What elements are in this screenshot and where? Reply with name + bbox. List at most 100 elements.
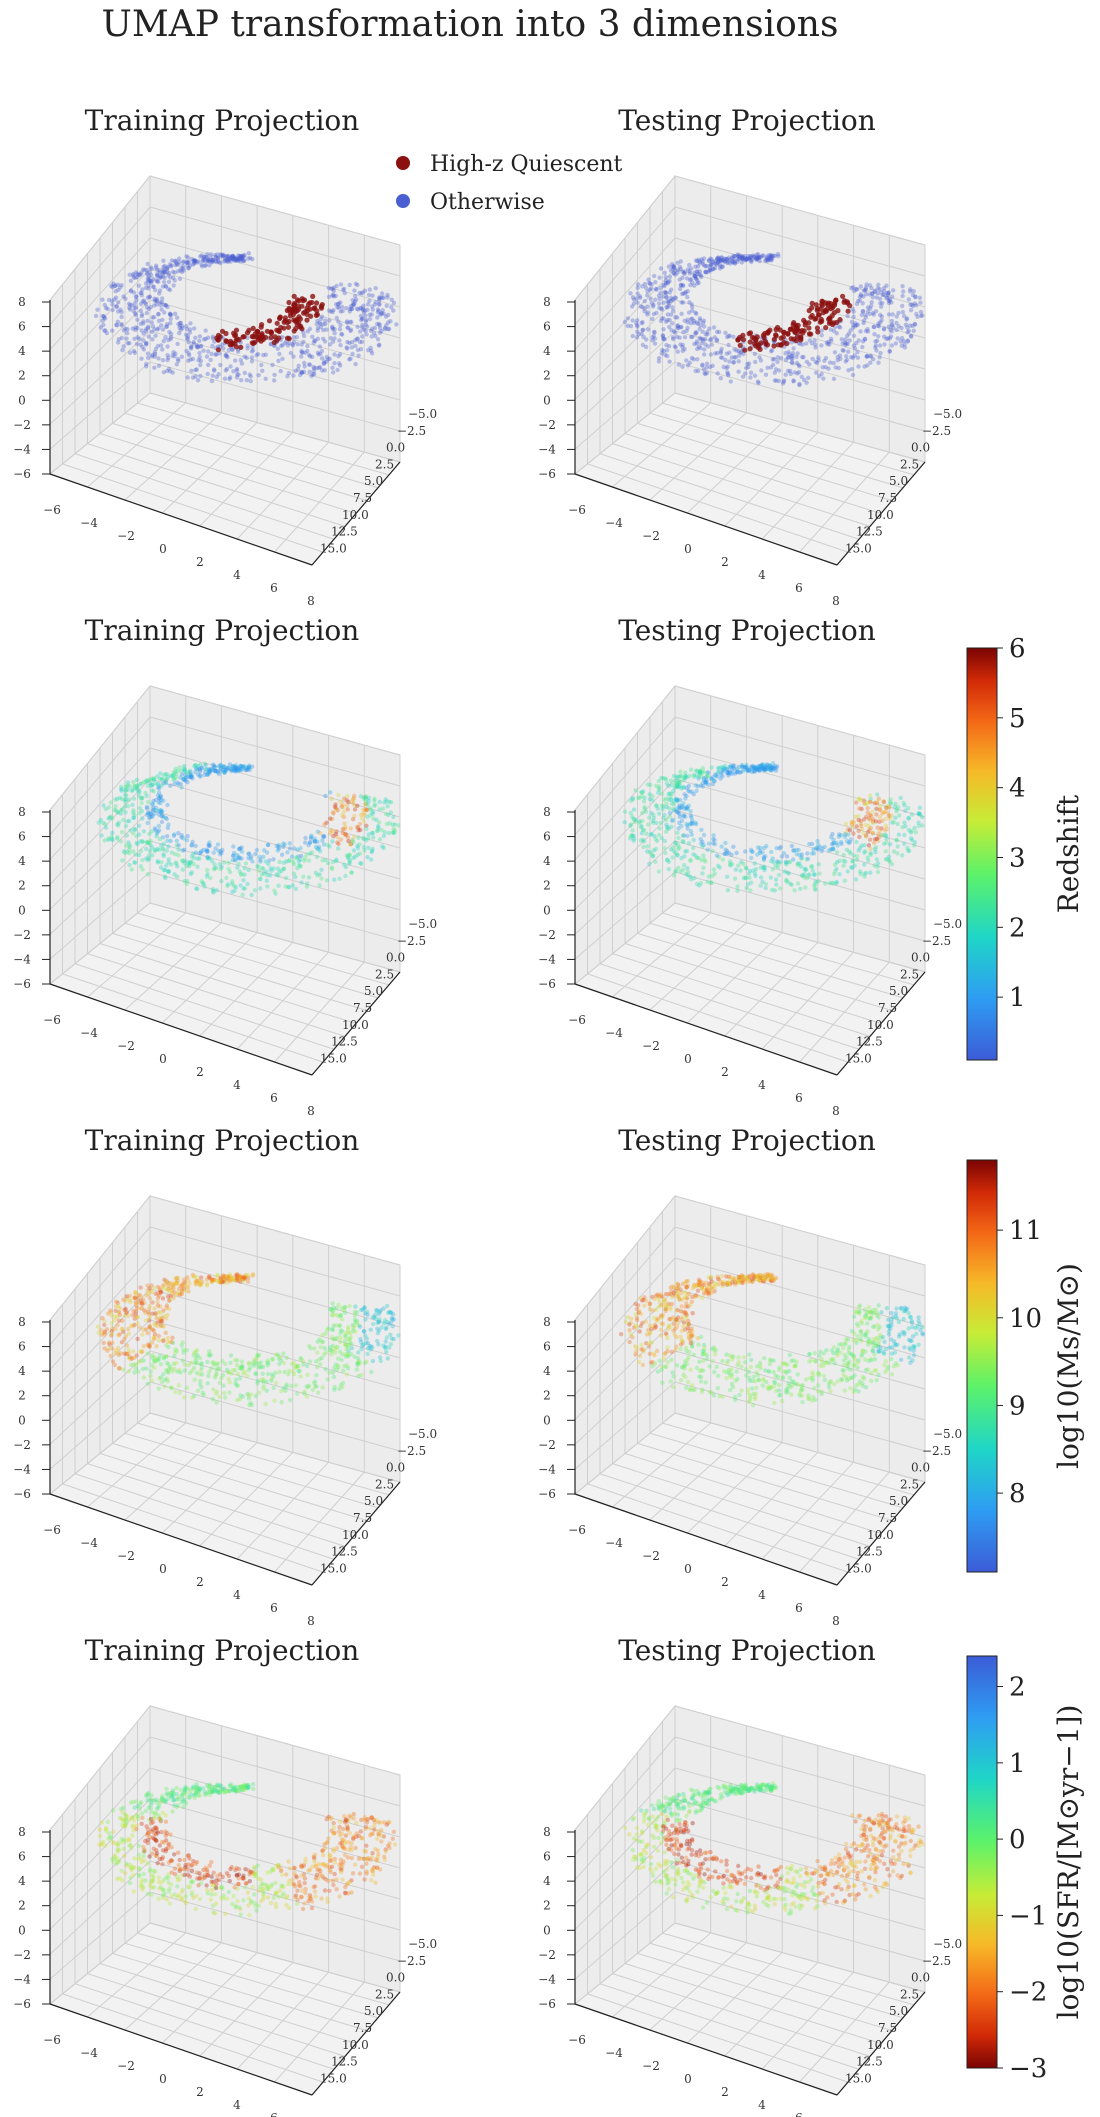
scatter-point: [108, 1353, 113, 1359]
scatter-point: [275, 346, 280, 351]
scatter-point: [355, 282, 360, 288]
scatter-point: [141, 1343, 147, 1349]
scatter-point: [670, 308, 676, 314]
scatter-point: [158, 343, 164, 348]
scatter-point: [114, 304, 119, 309]
scatter-point: [347, 340, 352, 346]
scatter-point: [697, 326, 702, 332]
scatter-point: [369, 351, 375, 356]
scatter-point: [900, 284, 905, 289]
scatter-point: [315, 325, 321, 331]
z-tick-label: 8: [543, 295, 551, 309]
scatter-point: [790, 351, 796, 356]
scatter-point: [796, 847, 801, 853]
scatter-point: [137, 810, 142, 816]
scatter-point: [200, 264, 205, 269]
scatter-point: [145, 279, 151, 284]
scatter-point: [203, 336, 208, 342]
scatter-point: [164, 269, 170, 274]
scatter-point: [669, 328, 674, 333]
scatter-point: [646, 277, 651, 282]
scatter-point: [732, 253, 737, 259]
scatter-point: [95, 1324, 101, 1329]
scatter-point: [335, 1363, 340, 1368]
scatter-point: [157, 796, 162, 801]
scatter-point: [155, 860, 161, 865]
scatter-point: [658, 285, 663, 291]
scatter-point: [141, 347, 147, 352]
scatter-point: [859, 312, 865, 318]
scatter-point: [891, 288, 896, 293]
scatter-point: [223, 368, 228, 373]
scatter-point: [804, 359, 810, 364]
scatter-point: [885, 811, 890, 816]
scatter-point: [155, 271, 160, 277]
scatter-point: [289, 1361, 295, 1367]
scatter-point: [246, 1396, 252, 1401]
scatter-point: [769, 254, 775, 259]
scatter-point: [881, 285, 887, 291]
scatter-point: [135, 317, 140, 322]
scatter-point: [902, 820, 907, 825]
scatter-point: [702, 371, 707, 376]
scatter-point: [258, 886, 263, 891]
scatter-point: [324, 878, 330, 883]
scatter-point: [322, 361, 327, 366]
scatter-point: [358, 313, 364, 319]
scatter-point-quiescent: [284, 335, 291, 341]
scatter-point: [131, 275, 136, 280]
scatter-point: [319, 1339, 325, 1344]
scatter-point: [712, 335, 717, 340]
scatter-point: [817, 373, 822, 379]
scatter-point: [195, 345, 200, 350]
scatter-point: [287, 884, 292, 890]
scatter-point: [127, 818, 132, 824]
scatter-point: [908, 333, 914, 338]
scatter-point: [219, 878, 224, 884]
scatter-point: [701, 256, 707, 261]
scatter-point: [193, 258, 198, 264]
scatter-point: [884, 283, 889, 288]
scatter-point: [873, 339, 878, 344]
z-tick-label: −4: [13, 1462, 31, 1476]
scatter-point: [240, 254, 245, 260]
scatter-point: [736, 257, 742, 262]
scatter-point: [285, 343, 291, 348]
scatter-point: [700, 261, 705, 266]
scatter-point: [173, 262, 178, 268]
scatter-point: [820, 365, 825, 370]
scatter-point: [893, 815, 898, 820]
scatter-point: [157, 808, 163, 813]
scatter-point: [102, 328, 107, 333]
scatter-point: [182, 769, 188, 775]
scatter-point: [228, 375, 233, 380]
scatter-point: [689, 317, 694, 322]
scatter-point: [155, 781, 161, 786]
scatter-point: [321, 361, 326, 366]
scatter-point: [757, 255, 762, 260]
scatter-point: [143, 281, 149, 286]
scatter-point: [663, 274, 668, 280]
scatter-point: [834, 331, 839, 336]
scatter-point: [172, 258, 177, 264]
scatter-point: [150, 337, 155, 342]
scatter-point: [661, 336, 666, 341]
z-tick-label: 4: [543, 854, 551, 868]
scatter-point: [217, 351, 222, 356]
scatter-point: [698, 880, 704, 886]
scatter-point: [185, 263, 190, 268]
scatter-point: [139, 293, 144, 298]
scatter-point: [342, 1305, 347, 1310]
scatter-point: [377, 321, 382, 327]
scatter-point: [709, 765, 714, 770]
scatter-point: [234, 256, 239, 262]
scatter-point: [290, 343, 296, 348]
scatter-point: [226, 860, 231, 865]
scatter-point: [903, 824, 908, 829]
scatter-point: [724, 874, 730, 879]
scatter-point: [389, 297, 394, 302]
scatter-point: [307, 362, 313, 367]
scatter-point: [693, 264, 698, 269]
scatter-point: [176, 853, 181, 858]
scatter-point: [178, 268, 183, 273]
